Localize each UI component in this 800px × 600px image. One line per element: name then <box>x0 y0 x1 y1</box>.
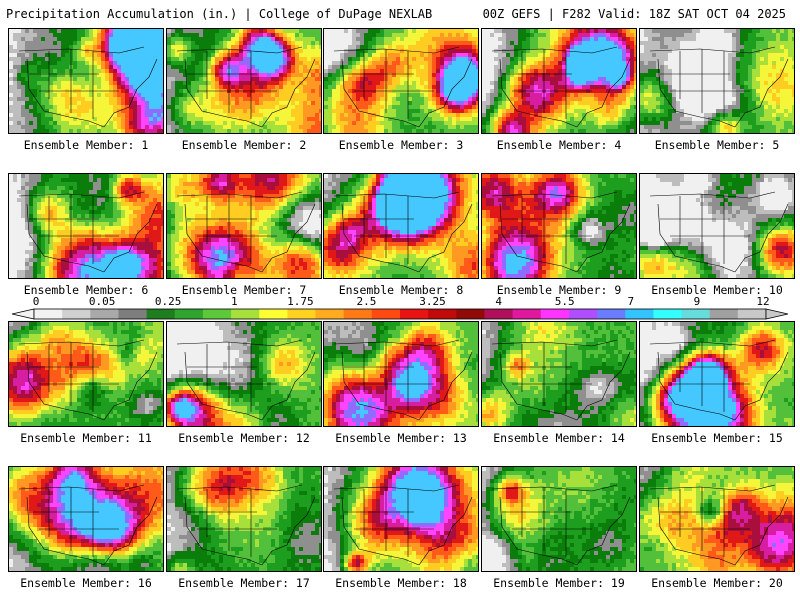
precip-map <box>323 28 479 134</box>
colorbar-tick-label: 4 <box>495 296 502 308</box>
member-label: Ensemble Member: 2 <box>166 139 322 152</box>
ensemble-panel: Ensemble Member: 7 <box>166 173 322 297</box>
colorbar-tick-label: 5.5 <box>555 296 575 308</box>
colorbar-tick-label: 1.75 <box>287 296 314 308</box>
ensemble-panel: Ensemble Member: 18 <box>323 466 479 590</box>
precip-map <box>639 28 795 134</box>
member-label: Ensemble Member: 18 <box>323 577 479 590</box>
precip-map <box>481 173 637 279</box>
ensemble-panel: Ensemble Member: 9 <box>481 173 637 297</box>
ensemble-panel: Ensemble Member: 3 <box>323 28 479 152</box>
precip-map <box>323 466 479 572</box>
precip-map <box>481 28 637 134</box>
precip-colorbar: 0 0.05 0.25 1 1.75 2.5 3.25 4 5.5 7 9 12 <box>0 296 800 320</box>
member-label: Ensemble Member: 8 <box>323 284 479 297</box>
member-label: Ensemble Member: 1 <box>8 139 164 152</box>
ensemble-panel: Ensemble Member: 13 <box>323 321 479 445</box>
member-label: Ensemble Member: 20 <box>639 577 795 590</box>
member-label: Ensemble Member: 9 <box>481 284 637 297</box>
precip-map <box>8 466 164 572</box>
member-label: Ensemble Member: 5 <box>639 139 795 152</box>
ensemble-panel: Ensemble Member: 17 <box>166 466 322 590</box>
colorbar-tick-label: 1 <box>231 296 238 308</box>
ensemble-panel: Ensemble Member: 19 <box>481 466 637 590</box>
colorbar-tick-label: 12 <box>756 296 769 308</box>
member-label: Ensemble Member: 19 <box>481 577 637 590</box>
colorbar-tick-label: 0 <box>33 296 40 308</box>
precip-map <box>639 173 795 279</box>
precip-map <box>8 28 164 134</box>
ensemble-panel: Ensemble Member: 14 <box>481 321 637 445</box>
member-label: Ensemble Member: 7 <box>166 284 322 297</box>
precip-map <box>639 466 795 572</box>
ensemble-panel: Ensemble Member: 20 <box>639 466 795 590</box>
member-label: Ensemble Member: 17 <box>166 577 322 590</box>
ensemble-panel: Ensemble Member: 15 <box>639 321 795 445</box>
colorbar-tick-label: 7 <box>628 296 635 308</box>
precip-map <box>481 321 637 427</box>
colorbar-scale <box>11 308 789 320</box>
ensemble-panel: Ensemble Member: 4 <box>481 28 637 152</box>
ensemble-panel: Ensemble Member: 8 <box>323 173 479 297</box>
ensemble-panel: Ensemble Member: 1 <box>8 28 164 152</box>
ensemble-panel: Ensemble Member: 5 <box>639 28 795 152</box>
colorbar-tick-label: 9 <box>694 296 701 308</box>
ensemble-panel: Ensemble Member: 2 <box>166 28 322 152</box>
member-label: Ensemble Member: 10 <box>639 284 795 297</box>
precip-map <box>639 321 795 427</box>
precip-map <box>8 321 164 427</box>
member-label: Ensemble Member: 4 <box>481 139 637 152</box>
run-info: 00Z GEFS | F282 Valid: 18Z SAT OCT 04 20… <box>483 7 786 21</box>
precip-map <box>8 173 164 279</box>
member-label: Ensemble Member: 13 <box>323 432 479 445</box>
ensemble-panel: Ensemble Member: 16 <box>8 466 164 590</box>
member-label: Ensemble Member: 3 <box>323 139 479 152</box>
precip-map <box>166 28 322 134</box>
ensemble-panel: Ensemble Member: 11 <box>8 321 164 445</box>
member-label: Ensemble Member: 11 <box>8 432 164 445</box>
colorbar-tick-label: 3.25 <box>419 296 446 308</box>
member-label: Ensemble Member: 12 <box>166 432 322 445</box>
ensemble-panel: Ensemble Member: 12 <box>166 321 322 445</box>
precip-map <box>481 466 637 572</box>
member-label: Ensemble Member: 15 <box>639 432 795 445</box>
colorbar-tick-label: 2.5 <box>357 296 377 308</box>
precip-map <box>323 321 479 427</box>
member-label: Ensemble Member: 6 <box>8 284 164 297</box>
precip-map <box>166 173 322 279</box>
precip-map <box>323 173 479 279</box>
colorbar-tick-label: 0.05 <box>89 296 116 308</box>
colorbar-tick-label: 0.25 <box>155 296 182 308</box>
precip-map <box>166 321 322 427</box>
member-label: Ensemble Member: 16 <box>8 577 164 590</box>
ensemble-panel: Ensemble Member: 10 <box>639 173 795 297</box>
precip-map <box>166 466 322 572</box>
member-label: Ensemble Member: 14 <box>481 432 637 445</box>
ensemble-panel: Ensemble Member: 6 <box>8 173 164 297</box>
product-title: Precipitation Accumulation (in.) | Colle… <box>6 7 432 21</box>
